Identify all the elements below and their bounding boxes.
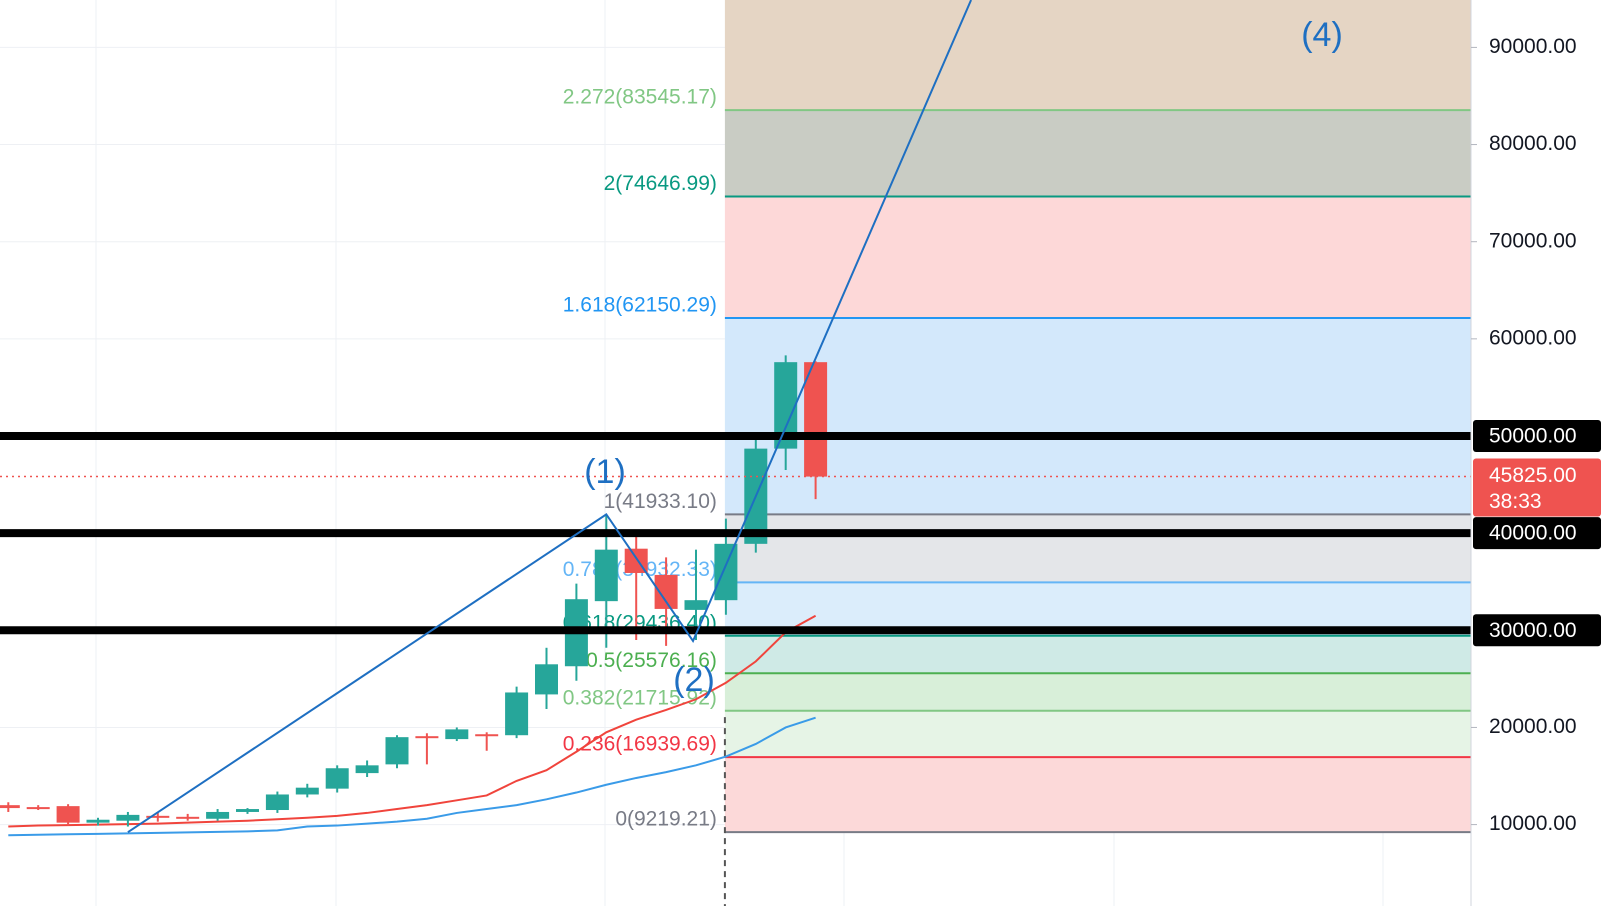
candle-body bbox=[714, 543, 738, 601]
price-label: 40000.00 bbox=[1489, 522, 1577, 545]
candle-body bbox=[535, 664, 558, 695]
candle-body bbox=[505, 692, 529, 736]
fib-label: 0.5(25576.16) bbox=[586, 649, 717, 672]
fib-zone bbox=[724, 196, 1471, 318]
candle-body bbox=[265, 794, 289, 811]
price-label-box bbox=[1473, 517, 1601, 550]
candle-body bbox=[804, 362, 828, 477]
fib-label: 1(41933.10) bbox=[604, 490, 717, 513]
fib-label: 2.272(83545.17) bbox=[563, 86, 717, 109]
candle-body bbox=[445, 729, 469, 740]
fib-zone bbox=[724, 110, 1471, 197]
y-tick-label: 10000.00 bbox=[1489, 812, 1577, 835]
wave-label: (2) bbox=[673, 661, 715, 699]
price-label-box bbox=[1473, 614, 1601, 647]
y-tick-label: 90000.00 bbox=[1489, 35, 1577, 58]
y-tick-label: 20000.00 bbox=[1489, 715, 1577, 738]
candle-body bbox=[594, 549, 618, 602]
candle-body bbox=[385, 737, 409, 765]
candle-body bbox=[236, 809, 259, 812]
wave-label: (4) bbox=[1301, 16, 1343, 54]
last-price-label: 45825.00 bbox=[1489, 464, 1577, 487]
candle-body bbox=[654, 574, 678, 609]
fib-zone bbox=[724, 673, 1471, 711]
y-tick-label: 70000.00 bbox=[1489, 229, 1577, 252]
fib-zone bbox=[724, 317, 1471, 515]
candle-body bbox=[475, 734, 499, 737]
moving-average bbox=[8, 614, 817, 828]
fib-label: 0.236(16939.69) bbox=[563, 733, 717, 756]
candle-body bbox=[146, 815, 170, 818]
price-axis: 10000.00 20000.00 60000.00 70000.00 80000.00… bbox=[1471, 35, 1601, 835]
fib-label: 0.382(21715.92) bbox=[563, 686, 717, 709]
wave-line bbox=[127, 0, 972, 834]
price-label: 30000.00 bbox=[1489, 619, 1577, 642]
candle-body bbox=[774, 362, 798, 449]
last-price-box bbox=[1473, 458, 1601, 517]
candle-body bbox=[415, 736, 439, 739]
fib-label: 0(9219.21) bbox=[615, 808, 717, 831]
candle-body bbox=[176, 816, 200, 819]
candle-body bbox=[116, 814, 140, 821]
fib-zone bbox=[724, 635, 1471, 674]
candle-body bbox=[0, 805, 20, 809]
fib-label: 2(74646.99) bbox=[604, 172, 717, 195]
price-label-box bbox=[1473, 419, 1601, 452]
countdown-label: 38:33 bbox=[1489, 490, 1542, 513]
wave-label: (1) bbox=[584, 453, 626, 491]
fib-zone bbox=[724, 514, 1471, 583]
fib-label: 1.618(62150.29) bbox=[563, 294, 717, 317]
candle-body bbox=[325, 768, 349, 789]
candle-body bbox=[26, 807, 50, 810]
y-tick-label: 60000.00 bbox=[1489, 326, 1577, 349]
candle-body bbox=[355, 765, 379, 774]
y-tick-label: 80000.00 bbox=[1489, 132, 1577, 155]
candle-body bbox=[206, 811, 230, 819]
plot-area: 0(9219.21) 0.236(16939.69) 0.382(21715.92)… bbox=[0, 0, 1471, 906]
candle-body bbox=[56, 806, 80, 823]
candle-body bbox=[86, 819, 110, 823]
fib-zone bbox=[724, 710, 1471, 758]
fib-zone bbox=[724, 0, 1471, 111]
price-label: 50000.00 bbox=[1489, 425, 1577, 448]
candle-body bbox=[684, 600, 708, 610]
moving-average bbox=[8, 716, 816, 837]
fib-zone bbox=[724, 757, 1471, 833]
candle-body bbox=[295, 787, 319, 795]
